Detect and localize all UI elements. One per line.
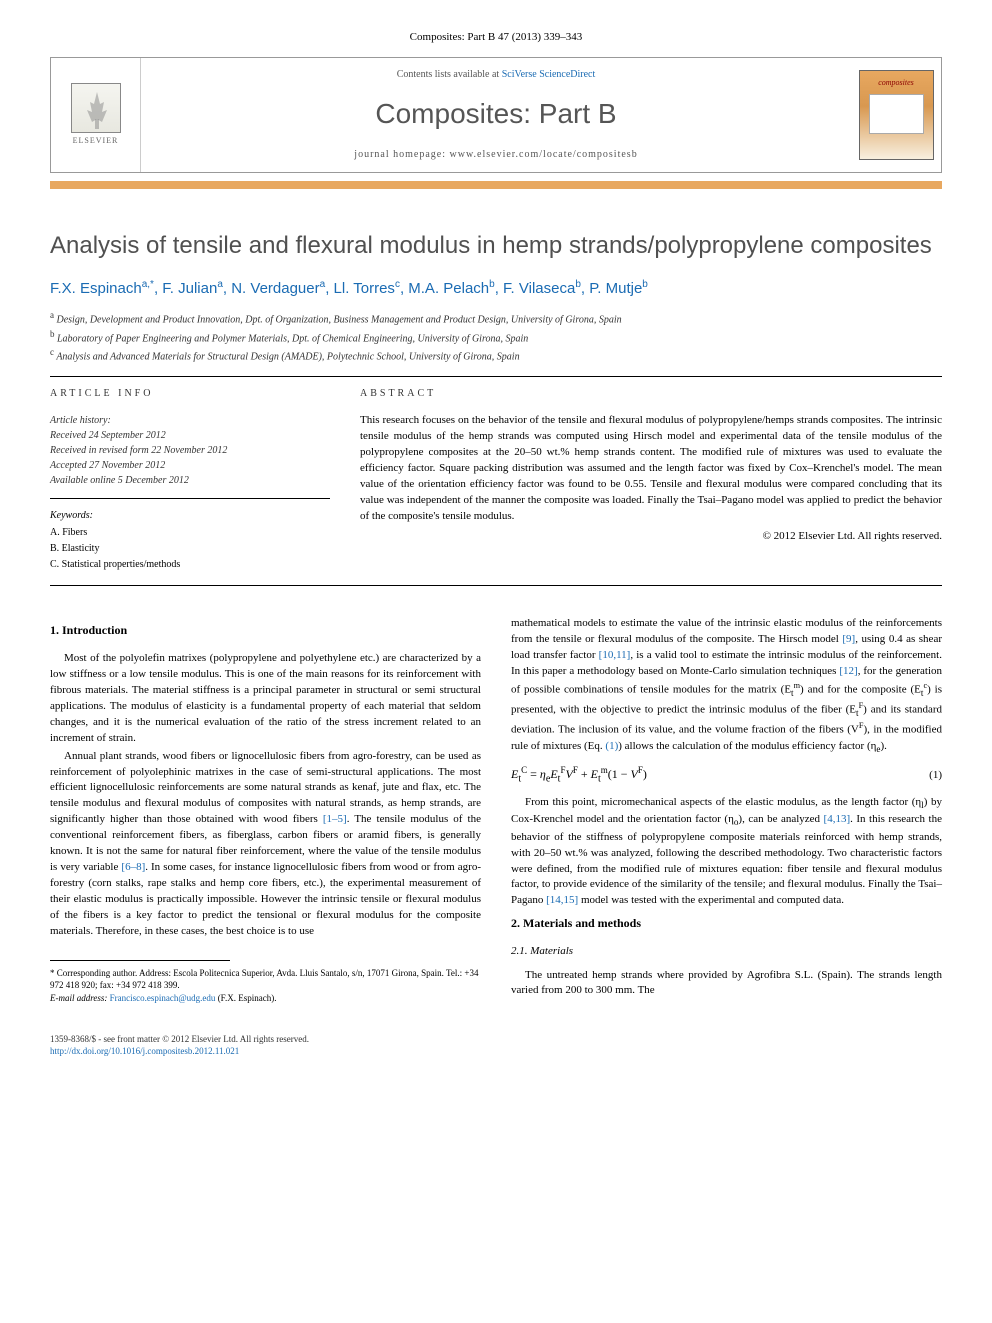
equation-1: EtC = ηeEtFVF + Etm(1 − VF) (1) xyxy=(511,764,942,786)
article-history: Article history: Received 24 September 2… xyxy=(50,413,330,488)
history-line: Accepted 27 November 2012 xyxy=(50,458,330,473)
bottom-bar: 1359-8368/$ - see front matter © 2012 El… xyxy=(50,1025,942,1058)
journal-name: Composites: Part B xyxy=(161,94,831,133)
eq-ref-1[interactable]: (1) xyxy=(605,740,618,752)
body-columns: 1. Introduction Most of the polyolefin m… xyxy=(50,616,942,1004)
affiliations: a Design, Development and Product Innova… xyxy=(50,309,942,364)
text-run: . In this research the behavior of the s… xyxy=(511,813,942,906)
section-2-1-heading: 2.1. Materials xyxy=(511,944,942,959)
equation-1-number: (1) xyxy=(929,768,942,783)
corresponding-text: * Corresponding author. Address: Escola … xyxy=(50,967,481,992)
elsevier-label: ELSEVIER xyxy=(73,135,119,146)
cover-image-placeholder xyxy=(869,94,924,134)
email-link[interactable]: Francisco.espinach@udg.edu xyxy=(110,993,216,1003)
history-title: Article history: xyxy=(50,413,330,428)
body-col-right: mathematical models to estimate the valu… xyxy=(511,616,942,1004)
copyright-line: © 2012 Elsevier Ltd. All rights reserved… xyxy=(360,529,942,544)
email-label: E-mail address: xyxy=(50,993,110,1003)
ref-link-1-5[interactable]: [1–5] xyxy=(323,813,347,825)
homepage-prefix: journal homepage: xyxy=(354,149,449,160)
publisher-logo-cell: ELSEVIER xyxy=(51,58,141,171)
rule-bottom xyxy=(50,585,942,586)
contents-list-line: Contents lists available at SciVerse Sci… xyxy=(161,68,831,82)
keywords-list: A. Fibers B. Elasticity C. Statistical p… xyxy=(50,525,330,573)
header-center: Contents lists available at SciVerse Sci… xyxy=(141,58,851,171)
cover-cell: composites xyxy=(851,58,941,171)
homepage-line: journal homepage: www.elsevier.com/locat… xyxy=(161,148,831,162)
elsevier-logo: ELSEVIER xyxy=(61,77,131,152)
intro-para-4: From this point, micromechanical aspects… xyxy=(511,795,942,910)
section-2-heading: 2. Materials and methods xyxy=(511,915,942,932)
ref-link-9[interactable]: [9] xyxy=(842,633,855,645)
sciencedirect-link[interactable]: SciVerse ScienceDirect xyxy=(502,69,596,80)
text-run: ). xyxy=(880,740,886,752)
history-divider xyxy=(50,498,330,499)
journal-header: ELSEVIER Contents lists available at Sci… xyxy=(50,57,942,172)
doi-link[interactable]: http://dx.doi.org/10.1016/j.compositesb.… xyxy=(50,1046,239,1056)
text-run: From this point, micromechanical aspects… xyxy=(525,796,921,808)
intro-para-2: Annual plant strands, wood fibers or lig… xyxy=(50,749,481,940)
ref-link-14-15[interactable]: [14,15] xyxy=(546,894,578,906)
top-citation: Composites: Part B 47 (2013) 339–343 xyxy=(50,30,942,45)
info-abstract-row: ARTICLE INFO Article history: Received 2… xyxy=(50,387,942,573)
email-suffix: (F.X. Espinach). xyxy=(215,993,276,1003)
history-line: Available online 5 December 2012 xyxy=(50,473,330,488)
ref-link-6-8[interactable]: [6–8] xyxy=(121,861,145,873)
history-line: Received in revised form 22 November 201… xyxy=(50,443,330,458)
history-line: Received 24 September 2012 xyxy=(50,428,330,443)
keyword: C. Statistical properties/methods xyxy=(50,557,330,573)
keyword: A. Fibers xyxy=(50,525,330,541)
issn-line: 1359-8368/$ - see front matter © 2012 El… xyxy=(50,1033,942,1046)
keyword: B. Elasticity xyxy=(50,541,330,557)
ref-link-10-11[interactable]: [10,11] xyxy=(599,649,631,661)
section-1-heading: 1. Introduction xyxy=(50,622,481,639)
article-title: Analysis of tensile and flexural modulus… xyxy=(50,229,942,263)
corresponding-author-note: * Corresponding author. Address: Escola … xyxy=(50,967,481,1005)
elsevier-tree-icon xyxy=(71,83,121,133)
intro-para-1: Most of the polyolefin matrixes (polypro… xyxy=(50,651,481,747)
article-info-column: ARTICLE INFO Article history: Received 2… xyxy=(50,387,330,573)
text-run: ) allows the calculation of the modulus … xyxy=(618,740,876,752)
homepage-url: www.elsevier.com/locate/compositesb xyxy=(450,149,638,160)
rule-top xyxy=(50,376,942,377)
article-info-label: ARTICLE INFO xyxy=(50,387,330,401)
contents-prefix: Contents lists available at xyxy=(397,69,502,80)
cover-title: composites xyxy=(878,77,914,88)
abstract-text: This research focuses on the behavior of… xyxy=(360,413,942,525)
text-run: model was tested with the experimental a… xyxy=(578,894,844,906)
text-run: ) and for the composite (E xyxy=(800,684,921,696)
abstract-column: ABSTRACT This research focuses on the be… xyxy=(360,387,942,573)
abstract-label: ABSTRACT xyxy=(360,387,942,401)
ref-link-12[interactable]: [12] xyxy=(839,665,857,677)
equation-1-formula: EtC = ηeEtFVF + Etm(1 − VF) xyxy=(511,764,647,786)
footnote-divider xyxy=(50,960,230,961)
journal-cover-thumbnail: composites xyxy=(859,70,934,160)
body-col-left: 1. Introduction Most of the polyolefin m… xyxy=(50,616,481,1004)
materials-para-1: The untreated hemp strands where provide… xyxy=(511,968,942,1000)
intro-para-3: mathematical models to estimate the valu… xyxy=(511,616,942,756)
author-list: F.X. Espinacha,*, F. Juliana, N. Verdagu… xyxy=(50,278,942,299)
text-run: ), can be analyzed xyxy=(738,813,823,825)
orange-divider-bar xyxy=(50,181,942,189)
keywords-label: Keywords: xyxy=(50,509,330,523)
ref-link-4-13[interactable]: [4,13] xyxy=(824,813,851,825)
